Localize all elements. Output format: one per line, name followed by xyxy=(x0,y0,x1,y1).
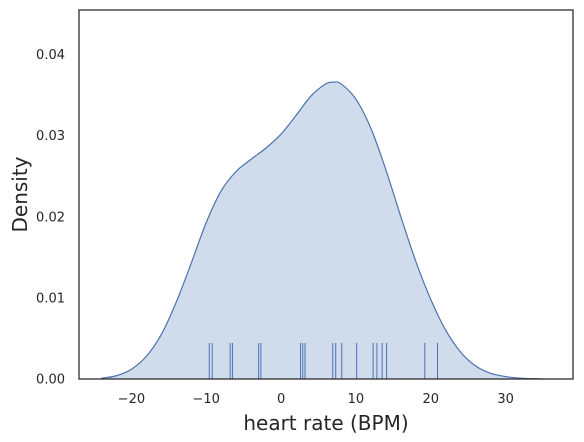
x-tick-label: 0 xyxy=(277,392,285,407)
x-tick-label: 10 xyxy=(348,392,365,407)
x-tick-label: 30 xyxy=(497,392,514,407)
axes-frame xyxy=(78,9,574,380)
density-curve-line xyxy=(101,81,544,380)
y-axis-label: Density xyxy=(8,156,32,232)
rug-marks xyxy=(208,343,439,379)
x-axis-ticks: −20 −10 0 10 20 30 xyxy=(118,392,514,407)
x-tick-label: 20 xyxy=(423,392,440,407)
x-axis-label: heart rate (BPM) xyxy=(243,411,408,435)
x-tick-label: −20 xyxy=(118,392,145,407)
x-tick-label: −10 xyxy=(193,392,220,407)
density-fill-area xyxy=(101,81,544,379)
y-tick-label: 0.04 xyxy=(36,48,65,63)
plot-area xyxy=(101,81,544,380)
y-tick-label: 0.00 xyxy=(36,373,65,388)
y-tick-label: 0.02 xyxy=(36,210,65,225)
y-tick-label: 0.03 xyxy=(36,129,65,144)
y-axis-ticks: 0.00 0.01 0.02 0.03 0.04 xyxy=(36,48,65,387)
y-tick-label: 0.01 xyxy=(36,291,65,306)
